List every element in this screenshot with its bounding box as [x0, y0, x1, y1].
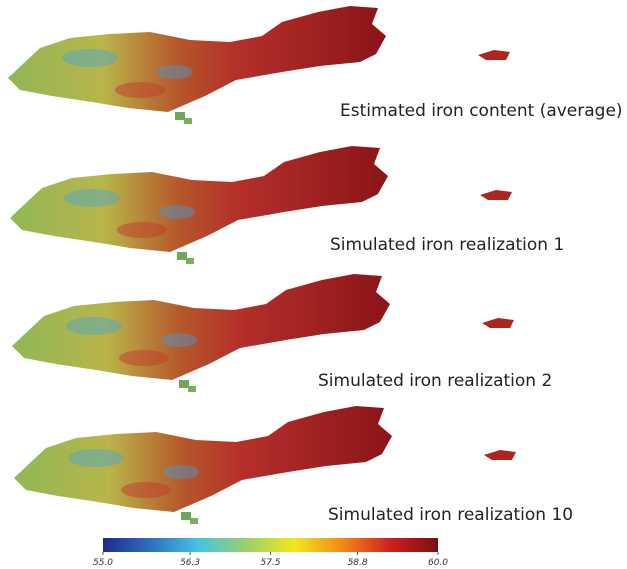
colorbar	[103, 538, 438, 552]
tick-label: 56.3	[180, 558, 200, 568]
tick-label: 60.0	[428, 558, 448, 568]
caption: Simulated iron realization 1	[330, 235, 564, 255]
tick-label: 55.0	[93, 558, 113, 568]
caption: Estimated iron content (average)	[340, 101, 623, 121]
tick-label: 57.5	[260, 558, 280, 568]
map-panel: Simulated iron realization 1	[10, 146, 564, 264]
tick-label: 58.8	[348, 558, 368, 568]
caption: Simulated iron realization 2	[318, 371, 552, 391]
map-panel: Estimated iron content (average)	[8, 6, 623, 124]
caption: Simulated iron realization 10	[328, 505, 573, 525]
figure: Estimated iron content (average) Simulat…	[0, 0, 627, 569]
map-panel: Simulated iron realization 2	[12, 274, 552, 392]
map-panel: Simulated iron realization 10	[14, 406, 573, 525]
